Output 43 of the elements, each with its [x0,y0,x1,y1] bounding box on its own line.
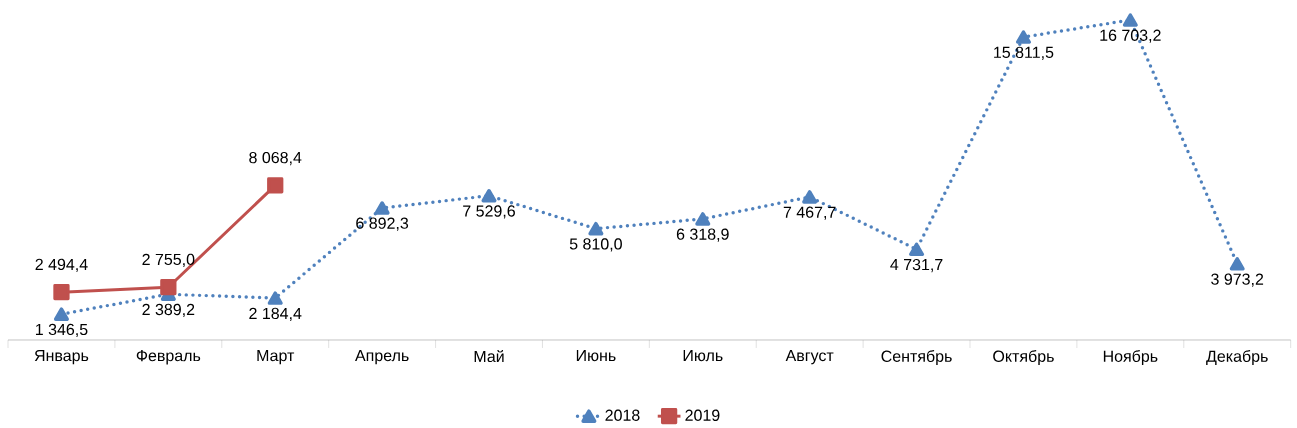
data-label: 7 529,6 [463,205,515,219]
point [1015,30,1031,44]
data-label: 2 755,0 [142,253,195,267]
point [267,291,283,305]
point [53,307,69,321]
data-label: 15 811,5 [994,46,1054,60]
legend-label: 2019 [685,409,720,421]
x-tick-label: Июль [683,350,723,362]
data-label: 8 068,4 [249,151,302,166]
point [1229,257,1245,271]
point [802,190,818,204]
data-label: 3 973,2 [1211,273,1264,287]
point [1122,13,1138,27]
point [267,177,284,194]
data-label: 2 184,4 [249,307,302,321]
legend-label: 2018 [605,409,640,421]
x-tick-label: Декабрь [1206,350,1268,366]
point [160,279,177,296]
x-tick-label: Июнь [576,350,616,362]
point [53,284,70,301]
x-tick-label: Апрель [355,350,409,365]
data-label: 5 810,0 [569,238,622,252]
x-tick-label: Ноябрь [1103,350,1158,366]
x-tick-label: Сентябрь [881,350,952,366]
point [481,189,497,203]
data-label: 1 346,5 [35,323,88,338]
data-label: 6 892,3 [356,217,409,231]
x-tick-label: Февраль [136,350,201,365]
x-tick-label: Март [257,350,295,365]
point [374,201,390,215]
x-tick-label: Январь [34,350,89,365]
data-label: 2 389,2 [142,303,195,318]
point [588,221,604,236]
point [695,212,711,226]
data-label: 4 731,7 [890,258,943,273]
data-label: 7 467,7 [783,206,836,220]
x-tick-label: Май [474,350,504,363]
data-label: 2 494,4 [35,258,88,272]
x-tick-label: Октябрь [993,350,1054,366]
data-label: 16 703,2 [1100,29,1161,43]
point [909,242,925,257]
data-label: 6 318,9 [676,228,729,242]
x-tick-label: Август [785,350,834,365]
